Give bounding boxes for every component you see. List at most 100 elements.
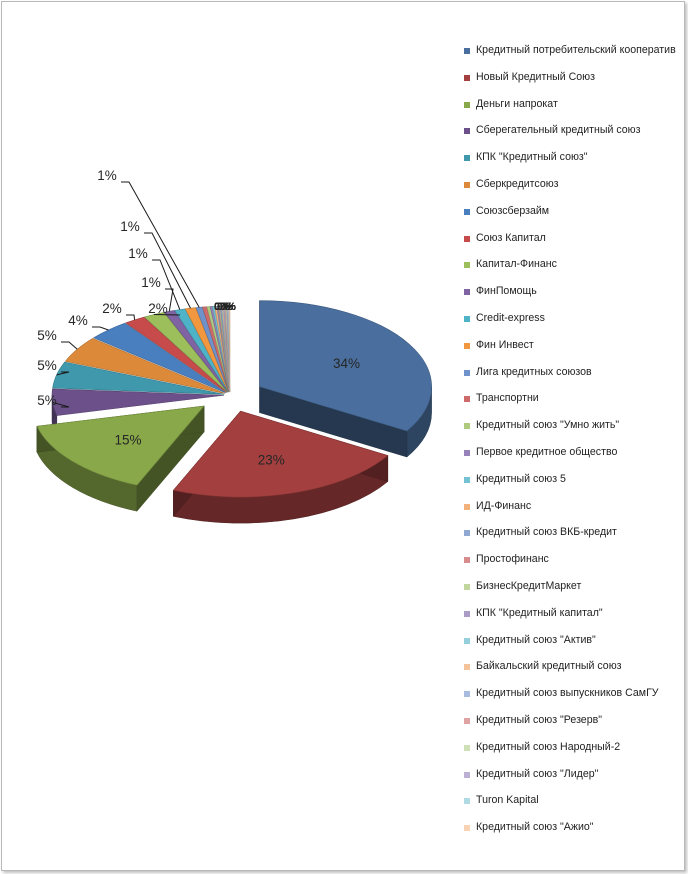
legend-item: ИД-Финанс bbox=[464, 500, 686, 527]
leader-line-12 bbox=[144, 232, 191, 309]
legend-swatch bbox=[464, 798, 470, 805]
legend-item: Сберегательный кредитный союз bbox=[464, 124, 686, 151]
legend-label: КПК "Кредитный капитал" bbox=[476, 606, 603, 619]
legend-label: БизнесКредитМаркет bbox=[476, 579, 582, 592]
legend-swatch bbox=[464, 101, 470, 108]
legend-label: КПК "Кредитный союз" bbox=[476, 151, 588, 164]
legend-label: Лига кредитных союзов bbox=[476, 365, 592, 378]
legend-swatch bbox=[464, 289, 470, 296]
legend-item: Turon Kapital bbox=[464, 794, 686, 821]
legend-swatch bbox=[464, 315, 470, 322]
legend-swatch bbox=[464, 771, 470, 778]
legend-label: Кредитный союз "Лидер" bbox=[476, 767, 599, 780]
data-label-28: 0% bbox=[220, 301, 236, 313]
pie-slice-3 bbox=[36, 405, 205, 486]
legend-item: Кредитный потребительский кооператив bbox=[464, 44, 686, 71]
data-label-14: 0% bbox=[214, 301, 230, 313]
legend-label: ФинПомощь bbox=[476, 285, 537, 298]
data-label-23: 0% bbox=[214, 301, 230, 313]
legend-swatch bbox=[464, 530, 470, 537]
pie-top-layer bbox=[36, 300, 432, 498]
legend-swatch bbox=[464, 583, 470, 590]
data-label-1: 34% bbox=[333, 356, 360, 371]
legend-item: ФинПомощь bbox=[464, 285, 686, 312]
data-label-27: 0% bbox=[217, 301, 233, 313]
pie-slice-8 bbox=[125, 316, 227, 393]
legend-label: Транспортни bbox=[476, 392, 539, 405]
legend-swatch bbox=[464, 610, 470, 617]
leader-line-6 bbox=[61, 341, 78, 350]
legend-label: Кредитный союз Народный-2 bbox=[476, 740, 621, 753]
legend-swatch bbox=[464, 155, 470, 162]
legend-label: Кредитный союз "Ажио" bbox=[476, 821, 594, 834]
legend-item: Лига кредитных союзов bbox=[464, 366, 686, 393]
legend-swatch bbox=[464, 208, 470, 215]
data-label-layer: 34%23%15%5%5%5%4%2% 2%1%1%1%1%0%0%0%0%0%0… bbox=[37, 168, 360, 468]
data-label-3: 15% bbox=[115, 432, 142, 447]
legend-label: Сберегательный кредитный союз bbox=[476, 124, 641, 137]
data-label-9: 2% bbox=[148, 301, 168, 316]
legend-item: Деньги напрокат bbox=[464, 98, 686, 125]
legend-swatch bbox=[464, 235, 470, 242]
legend-item: Союзсбер­займ bbox=[464, 205, 686, 232]
legend-swatch bbox=[464, 557, 470, 564]
data-label-15: 0% bbox=[217, 301, 233, 313]
data-label-17: 0% bbox=[214, 301, 230, 313]
legend-item: Кредитный союз "Резерв" bbox=[464, 714, 686, 741]
legend-label: Союз Капитал bbox=[476, 231, 546, 244]
legend-item: Простофинанс bbox=[464, 553, 686, 580]
data-label-6: 5% bbox=[37, 328, 57, 343]
data-label-13: 1% bbox=[97, 168, 117, 183]
legend-item: Кредитный союз "Ажио" bbox=[464, 821, 686, 848]
legend-swatch bbox=[464, 262, 470, 269]
legend-swatch bbox=[464, 476, 470, 483]
pie-slice-30 bbox=[228, 305, 231, 393]
legend-label: Байкальский кредитный союз bbox=[476, 660, 622, 673]
data-label-10: 1% bbox=[141, 275, 161, 290]
legend-item: Кредитный союз "Лидер" bbox=[464, 768, 686, 795]
legend-label: Credit-express bbox=[476, 311, 545, 324]
data-label-8: 2% bbox=[102, 301, 122, 316]
data-label-22: 0% bbox=[220, 301, 236, 313]
pie-slice-10 bbox=[163, 310, 229, 393]
data-label-30: 0% bbox=[217, 301, 233, 313]
legend-label: Кредитный союз "Умно жить" bbox=[476, 419, 620, 432]
leader-line-8 bbox=[126, 314, 136, 320]
legend-swatch bbox=[464, 128, 470, 135]
legend-label: Кредитный союз "Резерв" bbox=[476, 713, 602, 726]
leader-line-11 bbox=[152, 259, 181, 310]
legend-label: Простофинанс bbox=[476, 553, 549, 566]
legend-label: Кредитный союз ВКБ-кредит bbox=[476, 526, 617, 539]
legend-label: Кредитный союз выпускников СамГУ bbox=[476, 687, 659, 700]
legend-item: Кредитный союз 5 bbox=[464, 473, 686, 500]
legend-swatch bbox=[464, 503, 470, 510]
legend-item: Кредитный союз "Умно жить" bbox=[464, 419, 686, 446]
leader-line-7 bbox=[92, 326, 109, 331]
legend-label: Деньги напрокат bbox=[476, 97, 558, 110]
data-label-18: 0% bbox=[217, 301, 233, 313]
legend-label: Сберкредитсоюз bbox=[476, 177, 559, 190]
legend-item: Капитал-Финанс bbox=[464, 258, 686, 285]
data-label-29: 0% bbox=[214, 301, 230, 313]
leader-line-13 bbox=[121, 181, 200, 308]
legend-item: Новый Кредитный Союз bbox=[464, 71, 686, 98]
legend-item: Сберкредитсоюз bbox=[464, 178, 686, 205]
legend-label: Кредитный потребительский кооператив bbox=[476, 44, 676, 56]
pie-slice-6 bbox=[64, 338, 225, 394]
legend-swatch bbox=[464, 369, 470, 376]
legend-label: Кредитный союз 5 bbox=[476, 472, 566, 485]
data-label-21: 0% bbox=[217, 301, 233, 313]
legend-label: Turon Kapital bbox=[476, 794, 539, 807]
legend-item: Кредитный союз ВКБ-кредит bbox=[464, 526, 686, 553]
legend-item: Первое кредитное общество bbox=[464, 446, 686, 473]
legend-item: Кредитный союз "Актив" bbox=[464, 634, 686, 661]
legend-label: Капитал-Финанс bbox=[476, 258, 557, 271]
legend-label: Фин Инвест bbox=[476, 338, 534, 351]
legend-item: Байкальский кредитный союз bbox=[464, 660, 686, 687]
legend-item: КПК "Кредитный капитал" bbox=[464, 607, 686, 634]
data-label-11: 1% bbox=[128, 246, 148, 261]
legend-swatch bbox=[464, 396, 470, 403]
legend-item: Фин Инвест bbox=[464, 339, 686, 366]
data-label-2: 23% bbox=[258, 453, 285, 468]
